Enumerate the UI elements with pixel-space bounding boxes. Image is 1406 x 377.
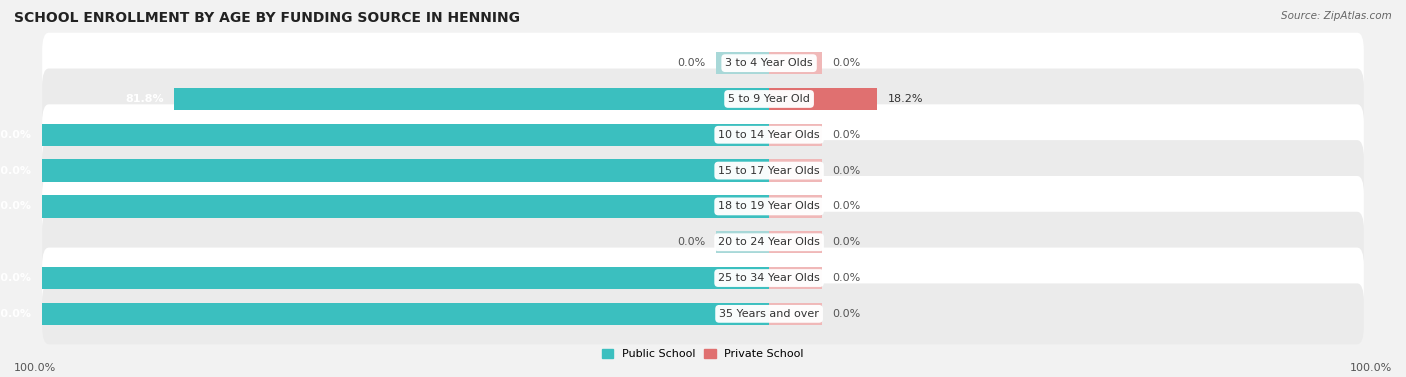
Bar — [42, 124, 769, 146]
Text: 20 to 24 Year Olds: 20 to 24 Year Olds — [718, 237, 820, 247]
Text: 0.0%: 0.0% — [832, 237, 860, 247]
Text: 10 to 14 Year Olds: 10 to 14 Year Olds — [718, 130, 820, 140]
Bar — [769, 303, 823, 325]
Text: 81.8%: 81.8% — [125, 94, 165, 104]
Text: 100.0%: 100.0% — [0, 130, 31, 140]
Text: 100.0%: 100.0% — [0, 166, 31, 176]
Bar — [42, 195, 769, 218]
Text: 25 to 34 Year Olds: 25 to 34 Year Olds — [718, 273, 820, 283]
FancyBboxPatch shape — [42, 284, 1364, 344]
Text: 0.0%: 0.0% — [832, 201, 860, 211]
Text: SCHOOL ENROLLMENT BY AGE BY FUNDING SOURCE IN HENNING: SCHOOL ENROLLMENT BY AGE BY FUNDING SOUR… — [14, 11, 520, 25]
Text: 100.0%: 100.0% — [14, 363, 56, 373]
Text: 3 to 4 Year Olds: 3 to 4 Year Olds — [725, 58, 813, 68]
Text: 100.0%: 100.0% — [0, 201, 31, 211]
Text: 35 Years and over: 35 Years and over — [718, 309, 820, 319]
Bar — [769, 231, 823, 253]
Bar — [174, 88, 769, 110]
Text: 100.0%: 100.0% — [1350, 363, 1392, 373]
Legend: Public School, Private School: Public School, Private School — [598, 344, 808, 363]
Text: 0.0%: 0.0% — [832, 130, 860, 140]
FancyBboxPatch shape — [42, 212, 1364, 273]
Text: 0.0%: 0.0% — [832, 166, 860, 176]
Text: 18 to 19 Year Olds: 18 to 19 Year Olds — [718, 201, 820, 211]
Text: 0.0%: 0.0% — [678, 237, 706, 247]
Bar — [769, 159, 823, 182]
Text: 15 to 17 Year Olds: 15 to 17 Year Olds — [718, 166, 820, 176]
Bar — [769, 52, 823, 74]
FancyBboxPatch shape — [42, 104, 1364, 165]
FancyBboxPatch shape — [42, 176, 1364, 237]
Bar — [42, 159, 769, 182]
Bar — [716, 52, 769, 74]
Bar — [42, 303, 769, 325]
FancyBboxPatch shape — [42, 69, 1364, 129]
Bar — [769, 88, 877, 110]
Bar — [716, 231, 769, 253]
Bar — [769, 267, 823, 289]
Text: 100.0%: 100.0% — [0, 273, 31, 283]
Text: 18.2%: 18.2% — [889, 94, 924, 104]
Bar — [769, 124, 823, 146]
Text: 5 to 9 Year Old: 5 to 9 Year Old — [728, 94, 810, 104]
Bar — [42, 267, 769, 289]
Text: Source: ZipAtlas.com: Source: ZipAtlas.com — [1281, 11, 1392, 21]
Text: 0.0%: 0.0% — [678, 58, 706, 68]
FancyBboxPatch shape — [42, 33, 1364, 93]
Text: 0.0%: 0.0% — [832, 309, 860, 319]
FancyBboxPatch shape — [42, 248, 1364, 308]
Text: 100.0%: 100.0% — [0, 309, 31, 319]
Text: 0.0%: 0.0% — [832, 58, 860, 68]
FancyBboxPatch shape — [42, 140, 1364, 201]
Text: 0.0%: 0.0% — [832, 273, 860, 283]
Bar — [769, 195, 823, 218]
